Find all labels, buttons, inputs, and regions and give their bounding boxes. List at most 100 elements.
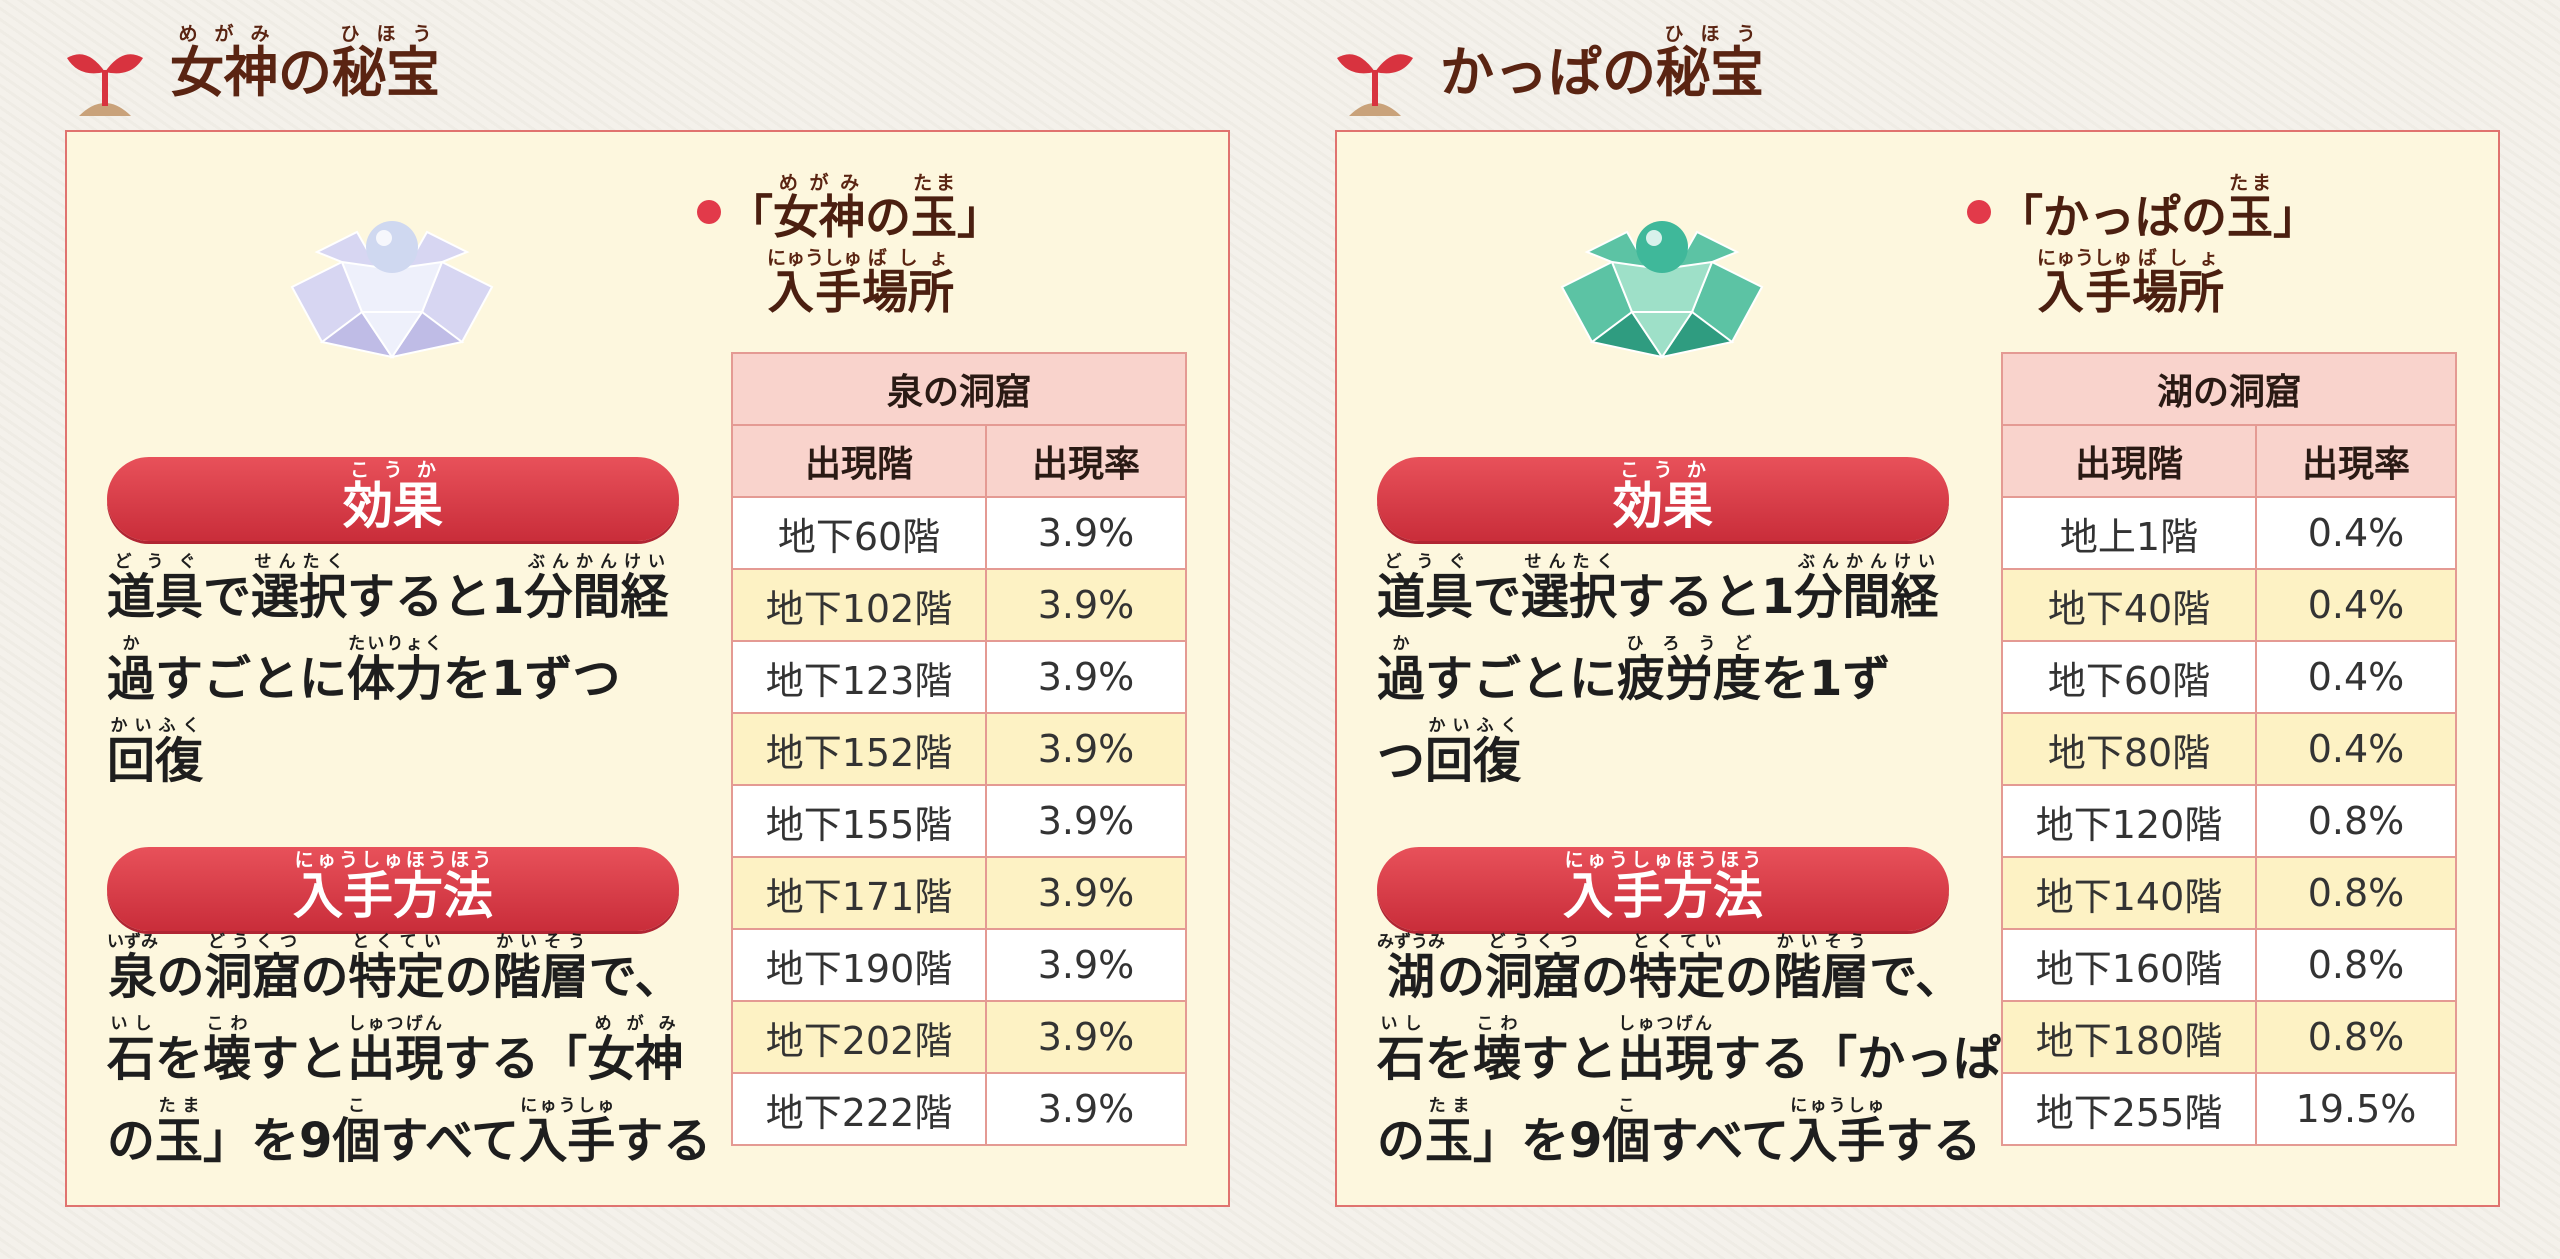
text: を — [155, 1031, 204, 1087]
ruby-word: 玉たま — [911, 172, 957, 244]
base-text: 体力 — [347, 651, 444, 707]
furigana: いし — [1377, 1014, 1426, 1034]
ruby-word: 階層かいそう — [493, 932, 589, 1005]
rate-cell: 3.9% — [985, 784, 1187, 858]
furigana: しゅつげん — [1617, 1014, 1714, 1034]
furigana: にゅうしゅ — [519, 1096, 616, 1116]
furigana: か — [107, 634, 155, 654]
ruby-word: 疲労度ひろうど — [1617, 634, 1761, 707]
furigana: せんたく — [251, 552, 348, 572]
text: の — [1436, 949, 1485, 1005]
base-text: 出現 — [1617, 1031, 1714, 1087]
base-text: 出現 — [347, 1031, 444, 1087]
base-text: 玉 — [911, 190, 957, 244]
furigana: こ — [332, 1096, 381, 1116]
table-row: 出現階 出現率 — [2001, 424, 2457, 498]
furigana: にゅうしゅ — [767, 247, 863, 269]
text: つ — [1377, 733, 1426, 789]
furigana: か — [1377, 634, 1425, 654]
text: する — [1885, 1113, 1982, 1169]
base-text: 個 — [1602, 1113, 1651, 1169]
base-text: 入手 — [1789, 1113, 1886, 1169]
text: の — [1725, 949, 1774, 1005]
ruby-word: 玉たま — [1425, 1096, 1473, 1169]
base-text: 石 — [107, 1031, 156, 1087]
floor-cell: 地下140階 — [2001, 856, 2257, 930]
text: 「かっぱの — [1997, 190, 2227, 244]
furigana: たま — [911, 172, 957, 194]
ruby-word: 玉たま — [2227, 172, 2273, 244]
text-line: 石いしを壊こわすと出現しゅつげんする「かっぱ — [1377, 1014, 2001, 1096]
text: の — [444, 949, 493, 1005]
soil — [1349, 103, 1401, 116]
leaf — [1337, 54, 1375, 74]
ruby-word: 泉いずみ — [107, 932, 158, 1005]
rate-cell: 3.9% — [985, 1000, 1187, 1074]
gem-facet — [1630, 311, 1694, 359]
text-line: 泉いずみの洞窟どうくつの特定とくていの階層かいそうで、 — [107, 932, 707, 1014]
furigana: しゅつげん — [347, 1014, 444, 1034]
furigana: にゅうしゅほうほう — [293, 849, 493, 871]
base-text: 湖 — [1377, 949, 1445, 1005]
text-line: 回復かいふく — [107, 716, 707, 798]
furigana: どうぐ — [1377, 552, 1474, 572]
sprout-icon — [67, 54, 143, 116]
ruby-word: 個こ — [332, 1096, 381, 1169]
ruby-word: 出現しゅつげん — [347, 1014, 444, 1087]
rate-cell: 3.9% — [985, 568, 1187, 642]
floor-cell: 地下190階 — [731, 928, 987, 1002]
info-panel: 「かっぱの玉たま」 入手にゅうしゅ場所ばしょ 効果こうか 道具どうぐで選択せんたくする… — [1335, 130, 2500, 1207]
ruby-word: 道具どうぐ — [107, 552, 203, 625]
text: を1ず — [1761, 651, 1891, 707]
table-row: 地下80階 0.4% — [2001, 712, 2457, 786]
column-header: 出現率 — [985, 424, 1187, 498]
gem-illustration — [290, 221, 494, 359]
text: すべて — [380, 1113, 520, 1169]
rate-cell: 0.8% — [2255, 784, 2457, 858]
text: の — [1377, 1113, 1426, 1169]
ruby-word: 過か — [107, 634, 155, 707]
location-heading: 入手にゅうしゅ場所ばしょ — [2037, 247, 2224, 334]
base-text: 入手方法 — [293, 867, 493, 925]
text: 」を9 — [1473, 1113, 1603, 1169]
text: の — [156, 949, 205, 1005]
section-header: かっぱの秘宝ひほう — [1335, 18, 2135, 118]
text: の — [865, 190, 911, 244]
ruby-word: 過か — [1377, 634, 1425, 707]
ruby-word: 入手方法にゅうしゅほうほう — [293, 849, 493, 925]
text: 「 — [727, 190, 773, 244]
furigana: たま — [155, 1096, 204, 1116]
text: で、 — [588, 949, 683, 1005]
base-text: 入手方法 — [1563, 867, 1763, 925]
base-text: 玉 — [155, 1113, 204, 1169]
rate-cell: 3.9% — [985, 640, 1187, 714]
furigana: いし — [107, 1014, 156, 1034]
item-heading: 「かっぱの玉たま」 — [1967, 172, 2319, 256]
furigana: せんたく — [1521, 552, 1618, 572]
text-line: の玉たま」を9個こすべて入手にゅうしゅする — [107, 1096, 711, 1178]
method-text: 泉いずみの洞窟どうくつの特定とくていの階層かいそうで、 石いしを壊こわすと出現しゅ… — [107, 932, 711, 1178]
text: 」を9 — [203, 1113, 333, 1169]
table-row: 地下102階 3.9% — [731, 568, 1187, 642]
furigana: かいそう — [492, 932, 589, 952]
table-row: 地下152階 3.9% — [731, 712, 1187, 786]
base-text: 階層 — [1773, 949, 1870, 1005]
furigana: こうか — [343, 459, 443, 481]
stem — [102, 70, 108, 106]
base-text: 個 — [332, 1113, 381, 1169]
ruby-word: 効果こうか — [1613, 459, 1713, 535]
column-header: 出現率 — [2255, 424, 2457, 498]
text: すと — [251, 1031, 348, 1087]
leaf — [1375, 54, 1413, 74]
floor-cell: 地下222階 — [731, 1072, 987, 1146]
base-text: 女神 — [773, 190, 865, 244]
ruby-word: 入手にゅうしゅ — [2037, 247, 2132, 319]
cave-name: 泉の洞窟 — [731, 352, 1187, 426]
text: すごとに — [1425, 651, 1618, 707]
text: を — [1425, 1031, 1474, 1087]
base-text: 道具 — [1377, 569, 1474, 625]
base-text: 石 — [1377, 1031, 1426, 1087]
table-row: 地下202階 3.9% — [731, 1000, 1187, 1074]
floor-cell: 地下123階 — [731, 640, 987, 714]
